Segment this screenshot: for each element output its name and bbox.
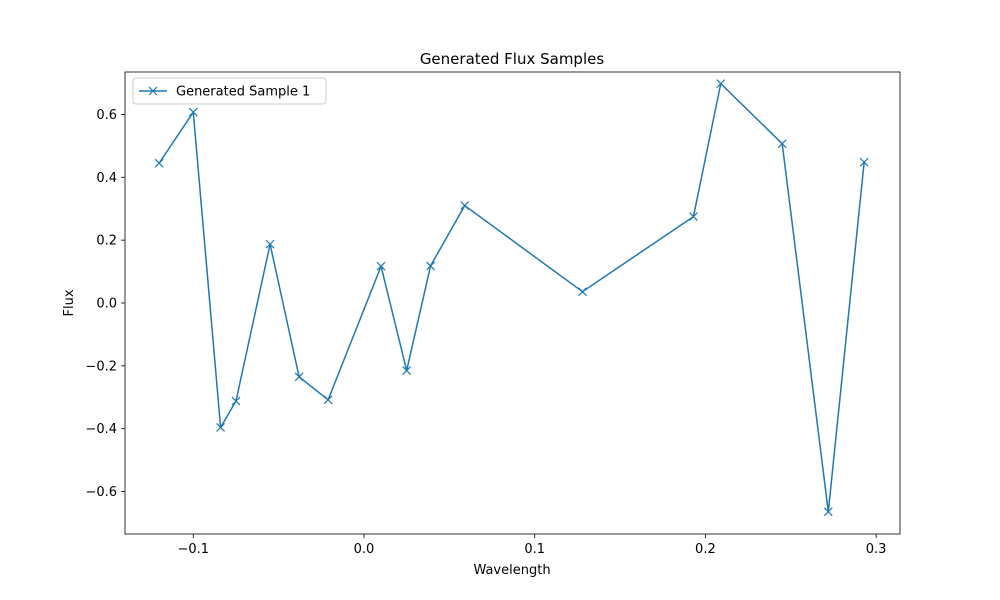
data-point — [777, 139, 787, 149]
data-point-marker-stroke — [689, 212, 698, 221]
data-point — [689, 212, 698, 221]
y-tick-label: 0.2 — [96, 234, 117, 249]
data-point — [265, 239, 275, 249]
data-point — [188, 107, 198, 117]
data-point-marker-stroke — [376, 261, 386, 271]
data-point-marker-stroke — [294, 372, 304, 382]
y-tick-label: 0.4 — [96, 171, 117, 186]
y-tick-label: −0.4 — [85, 422, 117, 437]
legend-label: Generated Sample 1 — [176, 85, 310, 100]
data-point-marker-stroke — [777, 139, 787, 149]
legend: Generated Sample 1 — [132, 77, 327, 105]
y-axis-label: Flux — [62, 289, 77, 316]
data-point-marker-stroke — [402, 366, 412, 375]
data-point — [578, 287, 587, 297]
legend-marker-stroke — [148, 86, 158, 96]
plot-area: −0.1 0.0 0.1 0.2 0.3 −0.6 −0.4 −0.2 0.0 0.2 0.4 0.6 — [85, 71, 901, 557]
data-point — [154, 158, 164, 168]
data-point-marker-stroke — [154, 158, 164, 168]
y-tick-label: 0.6 — [96, 108, 117, 123]
y-tick-label: −0.6 — [85, 485, 117, 500]
data-point-marker-stroke — [426, 261, 435, 271]
data-point-marker-stroke — [323, 395, 333, 405]
y-tick-label: −0.2 — [85, 359, 117, 374]
data-point-marker-stroke — [823, 507, 833, 517]
data-point — [376, 261, 386, 271]
data-point — [859, 157, 869, 167]
data-point-marker-stroke — [578, 287, 587, 297]
data-point-marker-stroke — [716, 79, 726, 89]
data-point — [402, 366, 412, 375]
data-point-marker-stroke — [265, 239, 275, 249]
chart-title: Generated Flux Samples — [420, 50, 605, 68]
x-tick-label: 0.0 — [354, 542, 375, 557]
x-tick-label: −0.1 — [177, 542, 209, 557]
data-point-marker-stroke — [231, 396, 241, 406]
y-tick-label: 0.0 — [96, 297, 117, 312]
data-point — [323, 395, 333, 405]
data-point — [460, 201, 470, 210]
legend-box — [132, 77, 327, 105]
data-point-marker-stroke — [859, 157, 869, 167]
data-point — [823, 507, 833, 517]
data-point-marker-stroke — [460, 201, 470, 210]
data-point — [716, 79, 726, 89]
data-point — [216, 423, 226, 432]
x-tick-label: 0.2 — [695, 542, 716, 557]
x-axis-label: Wavelength — [473, 563, 550, 578]
x-tick-label: 0.1 — [524, 542, 545, 557]
data-point — [294, 372, 304, 382]
x-tick-label: 0.3 — [866, 542, 887, 557]
data-point — [426, 261, 435, 271]
data-point-marker-stroke — [188, 107, 198, 117]
data-point — [231, 396, 241, 406]
data-point-marker-stroke — [216, 423, 226, 432]
